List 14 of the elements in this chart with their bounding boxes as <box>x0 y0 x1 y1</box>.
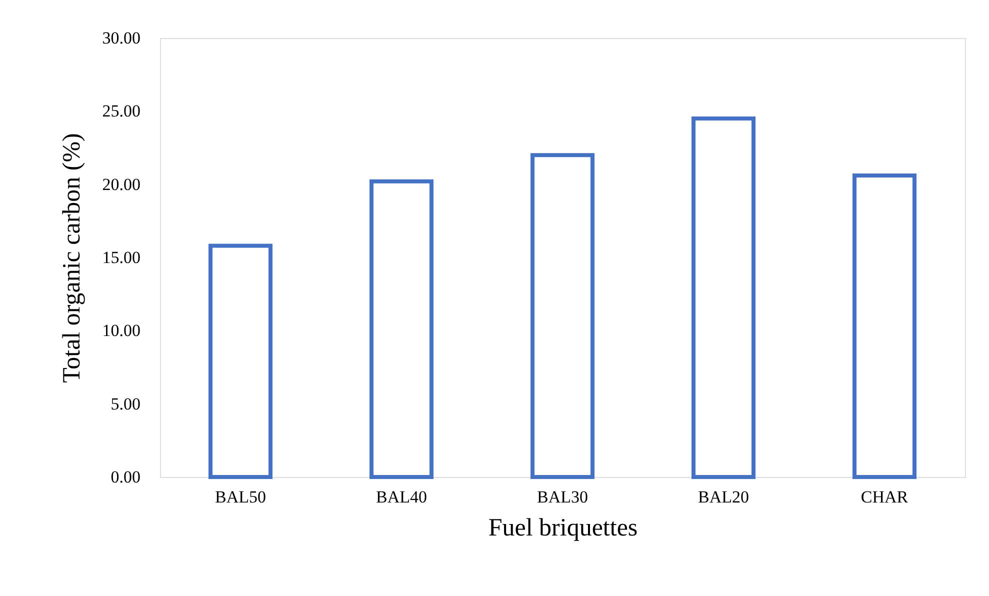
y-tick-label: 0.00 <box>110 468 140 486</box>
y-tick-label: 20.00 <box>102 174 140 194</box>
x-tick-label: BAL20 <box>698 488 749 506</box>
x-tick-label: CHAR <box>860 488 909 506</box>
x-tick-label: BAL50 <box>215 488 266 506</box>
y-tick-label: 25.00 <box>102 102 140 121</box>
y-axis-title: Total organic carbon (%) <box>58 133 86 383</box>
y-tick-label: 30.00 <box>102 28 140 48</box>
y-tick-label: 5.00 <box>110 394 140 414</box>
x-axis-title: Fuel briquettes <box>488 514 638 542</box>
x-tick-label: BAL40 <box>376 488 427 506</box>
y-tick-label: 10.00 <box>102 321 140 340</box>
y-tick-label: 15.00 <box>102 248 140 267</box>
x-tick-label: BAL30 <box>537 488 588 506</box>
